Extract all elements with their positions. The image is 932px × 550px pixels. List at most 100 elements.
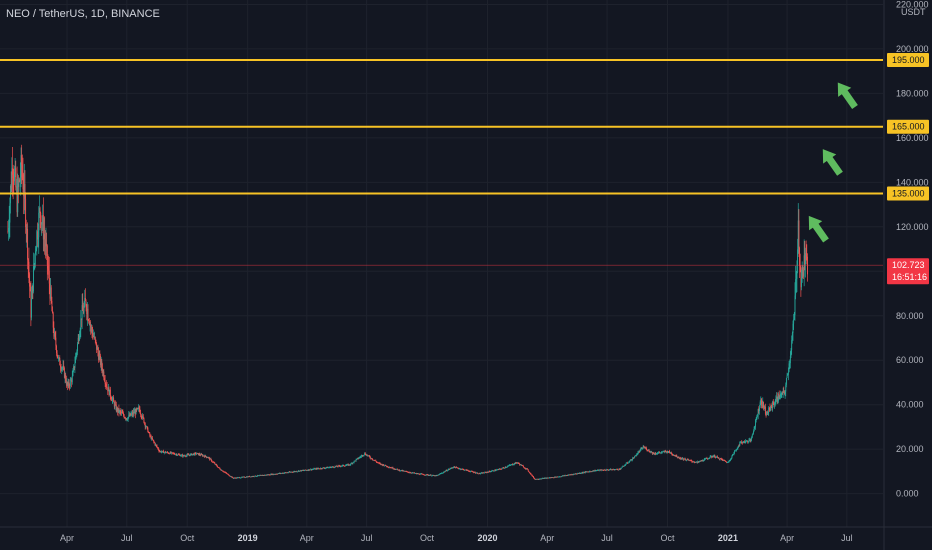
candle-body	[709, 457, 711, 459]
candle-body	[401, 470, 403, 472]
candle-body	[159, 451, 161, 453]
horizontal-levels[interactable]: 195.000 165.000 135.000	[0, 53, 929, 201]
candle-body	[105, 383, 107, 385]
candle-body	[82, 305, 84, 311]
time-axis[interactable]: Apr Jul Oct 2019 Apr Jul Oct 2020 Apr Jul Oct 2021 A…	[0, 526, 932, 543]
candle-body	[8, 227, 9, 232]
candle-body	[62, 365, 64, 368]
candle-body	[109, 389, 111, 396]
candle-body	[508, 465, 510, 466]
candle-body	[345, 465, 347, 466]
candle-body	[597, 469, 599, 471]
candle-body	[155, 444, 157, 446]
candle-body	[485, 472, 486, 473]
candle-body	[312, 469, 314, 470]
candle-body	[292, 472, 294, 473]
candle-body	[447, 469, 449, 471]
candle-body	[213, 462, 215, 464]
candle-body	[150, 436, 152, 440]
candle-body	[468, 470, 470, 472]
candle-body	[647, 450, 649, 452]
candles-layer	[7, 144, 808, 480]
arrow-up-icon[interactable]	[802, 211, 832, 245]
candle-body	[123, 413, 124, 416]
candle-body	[619, 469, 621, 470]
candle-body	[795, 279, 797, 296]
y-tick-label: 40.000	[896, 400, 924, 410]
candle-body	[477, 473, 479, 475]
candle-body	[100, 355, 101, 366]
candle-body	[351, 463, 353, 464]
candle-body	[557, 476, 559, 478]
candle-body	[305, 470, 307, 471]
candle-body	[120, 411, 122, 413]
candle-body	[654, 453, 656, 455]
candle-body	[530, 473, 532, 475]
candle-body	[562, 475, 564, 477]
candle-body	[703, 458, 705, 461]
candle-body	[337, 465, 339, 467]
candle-body	[569, 474, 571, 476]
candle-body	[263, 475, 264, 476]
candle-body	[588, 471, 590, 473]
candle-body	[460, 468, 462, 470]
candle-body	[752, 433, 754, 435]
candle-body	[512, 464, 514, 466]
candle-body	[24, 183, 26, 199]
candle-body	[445, 470, 447, 472]
candle-body	[448, 469, 450, 470]
candle-body	[244, 477, 246, 479]
candle-body	[578, 473, 580, 474]
arrow-annotations[interactable]	[802, 78, 861, 245]
candle-body	[661, 452, 663, 453]
candle-body	[454, 467, 456, 469]
candle-body	[638, 451, 640, 453]
candle-body	[233, 478, 235, 479]
candle-body	[792, 323, 794, 333]
candle-body	[38, 212, 40, 238]
candle-body	[759, 407, 760, 412]
candle-body	[707, 458, 709, 460]
price-axis[interactable]: 220.000 200.000 180.000 160.000 140.000 120.0…	[883, 0, 929, 550]
candle-body	[648, 449, 649, 451]
grid-lines	[0, 0, 883, 527]
arrow-up-icon[interactable]	[816, 145, 846, 179]
candle-body	[573, 473, 575, 475]
candle-body	[251, 476, 253, 478]
candle-body	[15, 168, 17, 188]
candle-body	[414, 473, 416, 475]
candle-body	[121, 412, 123, 414]
candle-body	[723, 459, 725, 461]
candle-body	[391, 467, 393, 469]
candle-body	[668, 451, 670, 453]
candle-body	[195, 453, 197, 455]
candle-body	[318, 468, 320, 470]
candle-body	[655, 453, 657, 455]
candle-body	[91, 327, 93, 332]
candle-body	[188, 454, 190, 456]
candle-body	[194, 453, 196, 454]
candle-body	[765, 413, 767, 415]
candle-body	[776, 396, 778, 401]
candle-body	[360, 455, 362, 457]
candle-body	[682, 458, 684, 460]
candle-body	[158, 449, 160, 452]
candle-body	[69, 385, 71, 387]
candle-body	[628, 461, 630, 463]
candle-body	[77, 343, 78, 352]
candle-body	[362, 455, 364, 456]
candle-body	[607, 469, 609, 471]
candle-body	[423, 474, 425, 476]
candle-body	[210, 458, 212, 460]
candle-body	[155, 444, 157, 446]
arrow-up-icon[interactable]	[831, 78, 861, 112]
candle-body	[726, 461, 728, 463]
candle-body	[458, 468, 460, 470]
candle-body	[376, 461, 377, 463]
candle-body	[203, 455, 205, 457]
candle-body	[427, 474, 429, 476]
candle-body	[216, 464, 218, 467]
candle-body	[588, 471, 590, 473]
candle-body	[692, 461, 694, 463]
